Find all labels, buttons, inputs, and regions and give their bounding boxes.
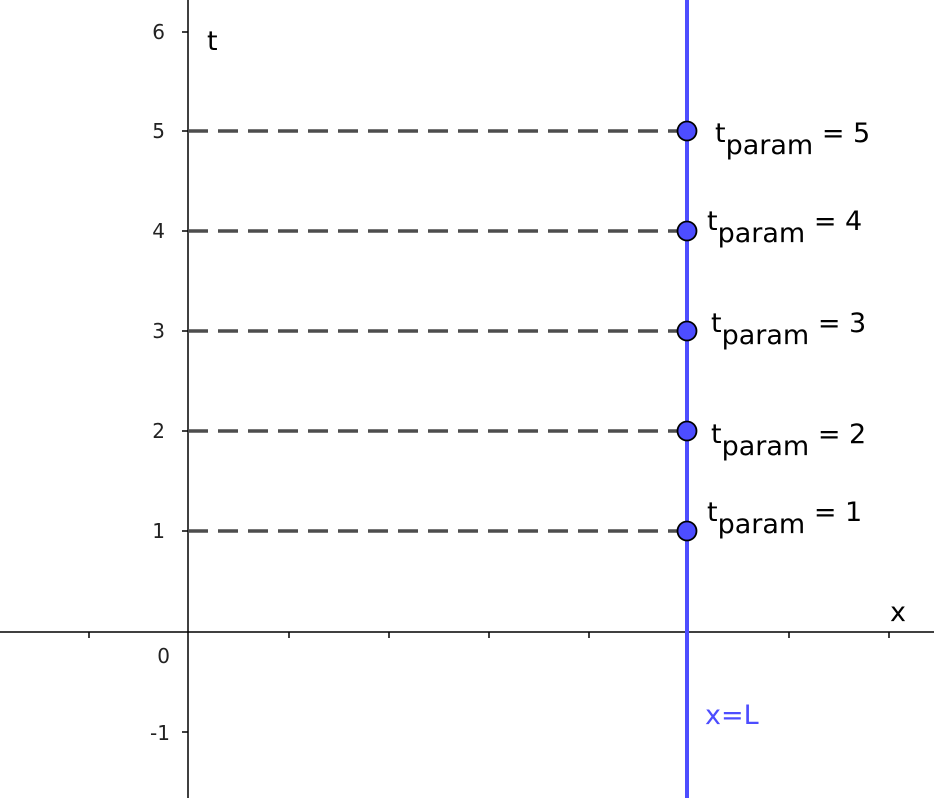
points [676, 120, 698, 542]
point-t3 [676, 320, 698, 342]
point-label-base: t [707, 206, 718, 237]
point-label-base: t [711, 419, 722, 450]
y-tick-label-4: 4 [152, 219, 165, 243]
y-axis-label: t [207, 26, 218, 57]
point-t2 [676, 420, 698, 442]
point-label-sub: param [722, 431, 810, 462]
point-label-base: t [715, 118, 726, 149]
point-label-t4: tparam = 4 [707, 206, 862, 249]
y-tick-label-0: 0 [157, 644, 170, 668]
point-label-rest: = 5 [813, 118, 870, 149]
y-tick-label-2: 2 [152, 419, 165, 443]
boundary-line-label: x=L [705, 700, 759, 731]
point-label-base: t [707, 497, 718, 528]
x-axis-ticks [88, 632, 890, 638]
point-label-sub: param [718, 509, 806, 540]
y-tick-label-1: 1 [152, 519, 165, 543]
point-label-sub: param [726, 130, 814, 161]
y-tick-label-5: 5 [152, 119, 165, 143]
point-label-sub: param [722, 320, 810, 351]
x-axis-label: x [890, 597, 906, 628]
point-t4 [676, 220, 698, 242]
point-label-sub: param [718, 218, 806, 249]
point-label-rest: = 1 [805, 497, 862, 528]
point-label-rest: = 2 [809, 419, 866, 450]
point-label-rest: = 3 [809, 308, 866, 339]
point-t1 [676, 520, 698, 542]
dashed-lines [188, 129, 687, 533]
y-tick-label-6: 6 [152, 20, 165, 44]
y-axis-ticks [182, 31, 188, 733]
point-label-t1: tparam = 1 [707, 497, 862, 540]
y-tick-label-3: 3 [152, 319, 165, 343]
point-t5 [676, 120, 698, 142]
point-label-base: t [711, 308, 722, 339]
point-label-rest: = 4 [805, 206, 862, 237]
point-label-t2: tparam = 2 [711, 419, 866, 462]
point-label-t5: tparam = 5 [715, 118, 870, 161]
y-tick-label-neg1: -1 [150, 721, 170, 745]
point-label-t3: tparam = 3 [711, 308, 866, 351]
